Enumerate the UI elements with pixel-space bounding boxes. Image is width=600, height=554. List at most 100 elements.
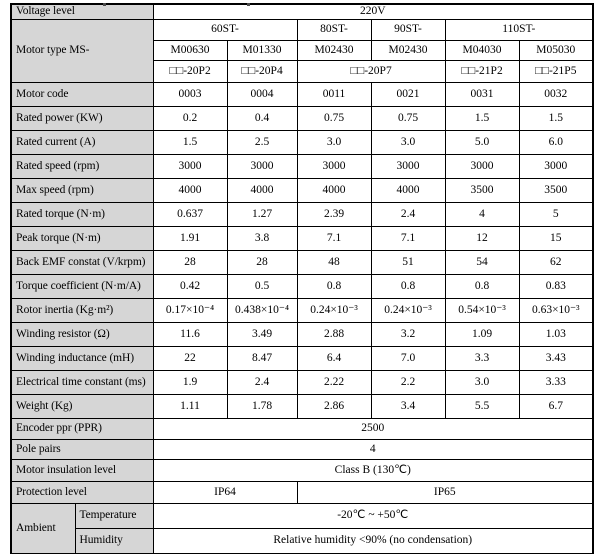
series-cell: 90ST- (370, 18, 446, 41)
temperature-value: -20℃ ~ +50℃ (152, 502, 594, 529)
series-cell: 110ST- (444, 18, 594, 41)
row-winding-resistor: Winding resistor (Ω) 11.6 3.49 2.88 3.2 … (10, 321, 594, 347)
spec-value-cell: 0.438×10⁻⁴ (226, 297, 298, 323)
spec-value-cell: 62 (518, 249, 594, 275)
row-back-emf: Back EMF constat (V/krpm) 28 28 48 51 54… (10, 249, 594, 275)
row-protection: Protection level IP64 IP65 (10, 480, 594, 504)
model-cell: M04030 (444, 39, 520, 61)
row-rated-torque: Rated torque (N·m) 0.637 1.27 2.39 2.4 4… (10, 201, 594, 227)
spec-value-cell: 28 (152, 249, 228, 275)
spec-value-cell: 3.0 (444, 369, 520, 395)
protection-ip64: IP64 (152, 480, 298, 504)
model-cell: M01330 (226, 39, 298, 61)
spec-value-cell: 0.2 (152, 105, 228, 131)
spec-value-cell: 1.5 (444, 105, 520, 131)
row-models: M00630 M01330 M02430 M02430 M04030 M0503… (11, 39, 594, 61)
voltage-label: Voltage level (10, 3, 154, 20)
spec-value-cell: 51 (370, 249, 446, 275)
row-winding-inductance: Winding inductance (mH) 22 8.47 6.4 7.0 … (10, 345, 594, 371)
row-pole-pairs: Pole pairs 4 (10, 438, 594, 460)
spec-value-cell: 6.4 (296, 345, 372, 371)
spec-value-cell: 3.33 (518, 369, 594, 395)
row-label: Motor code (10, 81, 154, 107)
spec-value-cell: 2.39 (296, 201, 372, 227)
spec-value-cell: 1.78 (226, 393, 298, 419)
spec-value-cell: 0.42 (152, 273, 228, 299)
row-label: Peak torque (N·m) (10, 225, 154, 251)
spec-value-cell: 0021 (370, 81, 446, 107)
row-label: Rated speed (rpm) (10, 153, 154, 179)
spec-value-cell: 0.63×10⁻³ (518, 297, 594, 323)
spec-value-cell: 1.27 (226, 201, 298, 227)
spec-value-cell: 2.5 (226, 129, 298, 155)
row-label: Weight (Kg) (10, 393, 154, 419)
spec-value-cell: 3000 (152, 153, 228, 179)
row-label: Electrical time constant (ms) (10, 369, 154, 395)
spec-value-cell: 0.17×10⁻⁴ (152, 297, 228, 323)
row-label: Max speed (rpm) (10, 177, 154, 203)
encoder-label: Encoder ppr (PPR) (10, 417, 154, 440)
spec-value-cell: 28 (226, 249, 298, 275)
voltage-value: 220V (152, 3, 594, 20)
spec-value-cell: 3.8 (226, 225, 298, 251)
row-weight: Weight (Kg) 1.11 1.78 2.86 3.4 5.5 6.7 (10, 393, 594, 419)
row-rated-current: Rated current (A) 1.5 2.5 3.0 3.0 5.0 6.… (10, 129, 594, 155)
spec-value-cell: 2.4 (370, 201, 446, 227)
spec-value-cell: 0.83 (518, 273, 594, 299)
spec-value-cell: 0004 (226, 81, 298, 107)
row-electrical-time-constant: Electrical time constant (ms) 1.9 2.4 2.… (10, 369, 594, 395)
row-label: Rotor inertia (Kg·m²) (10, 297, 154, 323)
spec-value-cell: 3.2 (370, 321, 446, 347)
spec-value-cell: 4000 (296, 177, 372, 203)
spec-value-cell: 0.24×10⁻³ (296, 297, 372, 323)
row-voltage: Voltage level 220V (10, 3, 594, 20)
row-label: Torque coefficient (N·m/A) (10, 273, 154, 299)
motor-type-label: Motor type MS- (10, 18, 154, 83)
code-cell: □□-21P5 (518, 59, 594, 83)
model-cell: M02430 (296, 39, 372, 61)
insulation-value: Class B (130℃) (152, 458, 594, 482)
spec-value-cell: 4000 (152, 177, 228, 203)
clipped-caption-remnant (247, 3, 250, 6)
temperature-label: Temperature (74, 502, 154, 529)
row-label: Rated current (A) (10, 129, 154, 155)
spec-value-cell: 0.75 (370, 105, 446, 131)
spec-value-cell: 1.9 (152, 369, 228, 395)
clipped-caption-remnant (103, 3, 106, 6)
row-rated-speed: Rated speed (rpm) 3000 3000 3000 3000 30… (10, 153, 594, 179)
humidity-label: Humidity (74, 527, 154, 554)
spec-value-cell: 7.1 (296, 225, 372, 251)
spec-value-cell: 2.88 (296, 321, 372, 347)
spec-value-cell: 3.0 (296, 129, 372, 155)
series-cell: 80ST- (296, 18, 372, 41)
row-rated-power: Rated power (KW) 0.2 0.4 0.75 0.75 1.5 1… (10, 105, 594, 131)
spec-value-cell: 3500 (444, 177, 520, 203)
spec-value-cell: 1.5 (518, 105, 594, 131)
spec-value-cell: 0011 (296, 81, 372, 107)
spec-value-cell: 0.8 (444, 273, 520, 299)
spec-value-cell: 48 (296, 249, 372, 275)
model-cell: M00630 (152, 39, 228, 61)
model-cell: M05030 (518, 39, 594, 61)
insulation-label: Motor insulation level (10, 458, 154, 482)
spec-value-cell: 0.637 (152, 201, 228, 227)
code-cell: □□-20P4 (226, 59, 298, 83)
spec-value-cell: 2.4 (226, 369, 298, 395)
spec-value-cell: 0.8 (370, 273, 446, 299)
row-label: Back EMF constat (V/krpm) (10, 249, 154, 275)
spec-value-cell: 54 (444, 249, 520, 275)
spec-value-cell: 4000 (226, 177, 298, 203)
spec-value-cell: 1.09 (444, 321, 520, 347)
ambient-label: Ambient (10, 502, 76, 554)
series-cell: 60ST- (152, 18, 298, 41)
spec-value-cell: 5 (518, 201, 594, 227)
spec-value-cell: 15 (518, 225, 594, 251)
row-label: Winding resistor (Ω) (10, 321, 154, 347)
spec-value-cell: 0.5 (226, 273, 298, 299)
row-label: Rated torque (N·m) (10, 201, 154, 227)
encoder-value: 2500 (152, 417, 594, 440)
spec-value-cell: 0.54×10⁻³ (444, 297, 520, 323)
pole-pairs-value: 4 (152, 438, 594, 460)
spec-value-cell: 5.0 (444, 129, 520, 155)
row-series: Motor type MS- 60ST- 80ST- 90ST- 110ST- (10, 18, 594, 83)
